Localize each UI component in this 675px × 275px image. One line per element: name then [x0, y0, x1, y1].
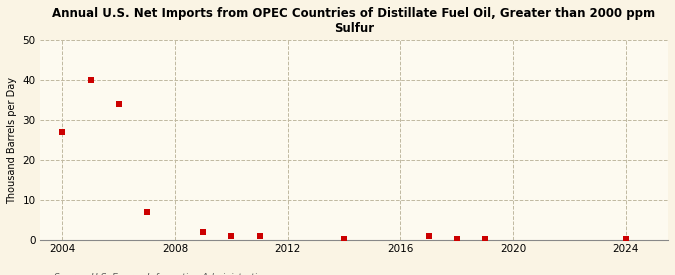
Point [423, 234, 434, 238]
Text: Source: U.S. Energy Information Administration: Source: U.S. Energy Information Administ… [54, 274, 268, 275]
Y-axis label: Thousand Barrels per Day: Thousand Barrels per Day [7, 77, 17, 204]
Point [620, 237, 631, 241]
Point [57, 130, 68, 134]
Point [142, 210, 153, 214]
Title: Annual U.S. Net Imports from OPEC Countries of Distillate Fuel Oil, Greater than: Annual U.S. Net Imports from OPEC Countr… [53, 7, 655, 35]
Point [452, 236, 462, 241]
Point [226, 234, 237, 238]
Point [254, 234, 265, 238]
Point [113, 102, 124, 106]
Point [198, 230, 209, 234]
Point [339, 237, 350, 241]
Point [479, 237, 490, 241]
Point [85, 78, 96, 82]
